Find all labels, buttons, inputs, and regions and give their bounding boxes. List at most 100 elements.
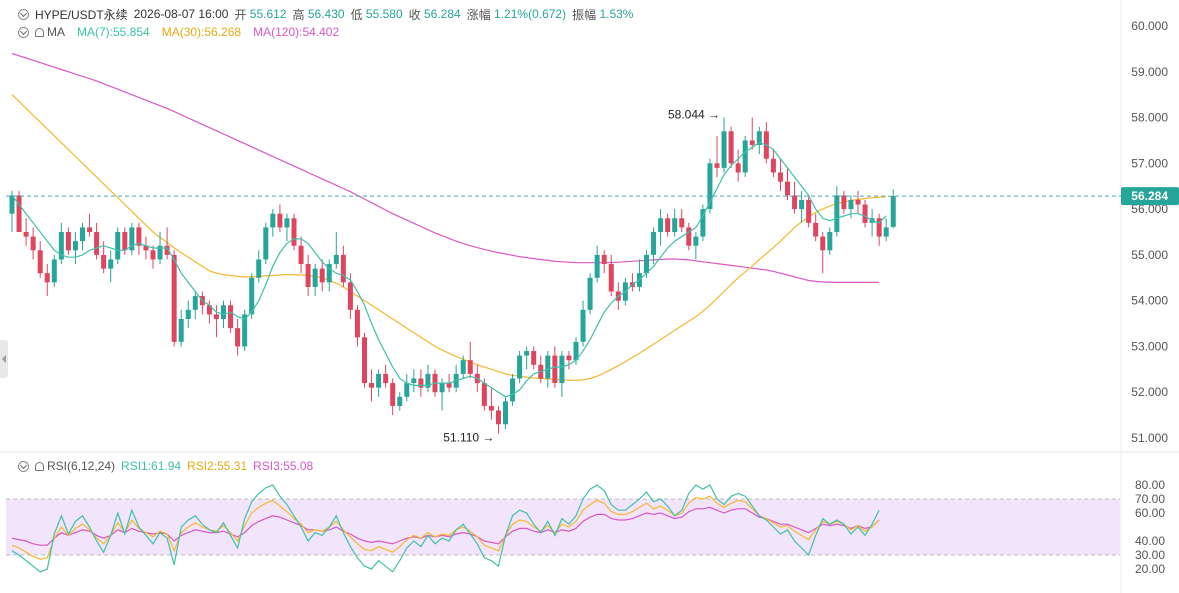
candle bbox=[192, 291, 198, 319]
candle-body bbox=[488, 405, 494, 411]
chevron-down-circle-icon[interactable] bbox=[18, 26, 29, 38]
candle-body bbox=[291, 218, 297, 246]
candle-body bbox=[545, 355, 551, 379]
candle bbox=[178, 309, 184, 347]
candle-body bbox=[9, 195, 15, 214]
candle-body bbox=[72, 241, 78, 251]
candle bbox=[333, 232, 339, 269]
candle bbox=[651, 227, 657, 265]
candle bbox=[517, 351, 523, 384]
candle-body bbox=[411, 378, 417, 384]
price-tick-label: 55.000 bbox=[1131, 248, 1168, 262]
candle-body bbox=[559, 355, 565, 384]
candle-body bbox=[192, 296, 198, 310]
candle bbox=[777, 158, 783, 191]
amplitude-label: 振幅 bbox=[572, 7, 597, 22]
candle bbox=[629, 273, 635, 292]
bell-icon[interactable] bbox=[35, 461, 44, 471]
candle bbox=[700, 204, 706, 242]
candle bbox=[531, 346, 537, 370]
candle-body bbox=[65, 232, 71, 251]
price-header: HYPE/USDT永续 2026-08-07 16:00 开 55.612 高 … bbox=[18, 6, 633, 22]
price-tick-label: 57.000 bbox=[1131, 156, 1168, 170]
candle-body bbox=[644, 254, 649, 274]
candle-body bbox=[883, 227, 889, 237]
ma7-line bbox=[11, 142, 887, 398]
candle bbox=[566, 351, 572, 370]
candle-body bbox=[573, 341, 579, 361]
candle-body bbox=[122, 232, 128, 251]
candle bbox=[488, 387, 494, 420]
datetime-label: 2026-08-07 16:00 bbox=[133, 7, 229, 21]
candle bbox=[319, 259, 325, 292]
close-label: 收 bbox=[408, 7, 421, 22]
candle bbox=[665, 213, 671, 237]
candle-body bbox=[890, 196, 896, 227]
candle-body bbox=[742, 140, 748, 173]
candle bbox=[806, 195, 812, 228]
chevron-down-circle-icon[interactable] bbox=[18, 8, 29, 20]
candle bbox=[834, 186, 840, 237]
price-tick-label: 58.000 bbox=[1131, 111, 1168, 125]
candle bbox=[256, 250, 262, 283]
candle bbox=[559, 351, 565, 397]
high-value: 56.430 bbox=[307, 7, 345, 21]
candle-body bbox=[601, 254, 607, 265]
candle bbox=[129, 222, 135, 255]
candle bbox=[65, 227, 71, 255]
candle-body bbox=[157, 245, 163, 260]
candle-body bbox=[686, 227, 692, 246]
candle bbox=[326, 259, 332, 292]
candle-body bbox=[242, 314, 248, 347]
candle-body bbox=[566, 355, 572, 361]
candle-body bbox=[587, 277, 593, 310]
last-price-badge bbox=[1121, 187, 1179, 206]
candle bbox=[594, 245, 600, 283]
candle bbox=[213, 305, 219, 338]
candle-body bbox=[552, 355, 558, 384]
candle-body bbox=[397, 396, 403, 406]
close-value: 56.284 bbox=[423, 7, 461, 21]
candle-body bbox=[524, 351, 530, 356]
candle bbox=[862, 199, 868, 228]
price-tick-label: 60.000 bbox=[1131, 19, 1168, 33]
candle-body bbox=[777, 172, 783, 182]
candle-body bbox=[44, 273, 50, 283]
low-annotation: 51.110 → bbox=[443, 430, 494, 444]
candle-body bbox=[150, 250, 156, 260]
ma30-line bbox=[11, 94, 887, 381]
candle bbox=[206, 300, 212, 324]
bell-icon[interactable] bbox=[35, 27, 44, 37]
high-label: 高 bbox=[292, 7, 305, 22]
chevron-down-circle-icon[interactable] bbox=[18, 460, 29, 472]
candle-body bbox=[347, 282, 353, 310]
side-panel-handle[interactable] bbox=[0, 340, 8, 378]
candle-body bbox=[425, 373, 431, 388]
candle-body bbox=[23, 232, 29, 237]
price-tick-label: 56.000 bbox=[1131, 202, 1168, 216]
candle-body bbox=[792, 195, 798, 210]
candle-body bbox=[312, 268, 318, 287]
candle bbox=[298, 236, 304, 274]
candle bbox=[460, 355, 466, 379]
candle bbox=[354, 305, 360, 347]
candle bbox=[362, 332, 367, 388]
candle bbox=[171, 250, 177, 347]
candle-body bbox=[714, 163, 720, 168]
candle-body bbox=[481, 383, 487, 406]
candle bbox=[425, 364, 431, 393]
ma-label: MA bbox=[47, 25, 65, 39]
candle-body bbox=[354, 309, 360, 338]
candle-body bbox=[834, 195, 840, 232]
low-label: 低 bbox=[350, 7, 363, 22]
candle bbox=[883, 218, 889, 242]
candle-body bbox=[580, 309, 586, 342]
candle-body bbox=[305, 264, 311, 287]
rsi-tick-label: 30.00 bbox=[1135, 548, 1165, 562]
candle bbox=[693, 232, 699, 260]
candle-body bbox=[418, 378, 424, 388]
candle-body bbox=[707, 163, 713, 210]
ma-legend: MA MA(7):55.854 MA(30):56.268 MA(120):54… bbox=[18, 24, 339, 40]
amplitude-value: 1.53% bbox=[599, 7, 634, 21]
